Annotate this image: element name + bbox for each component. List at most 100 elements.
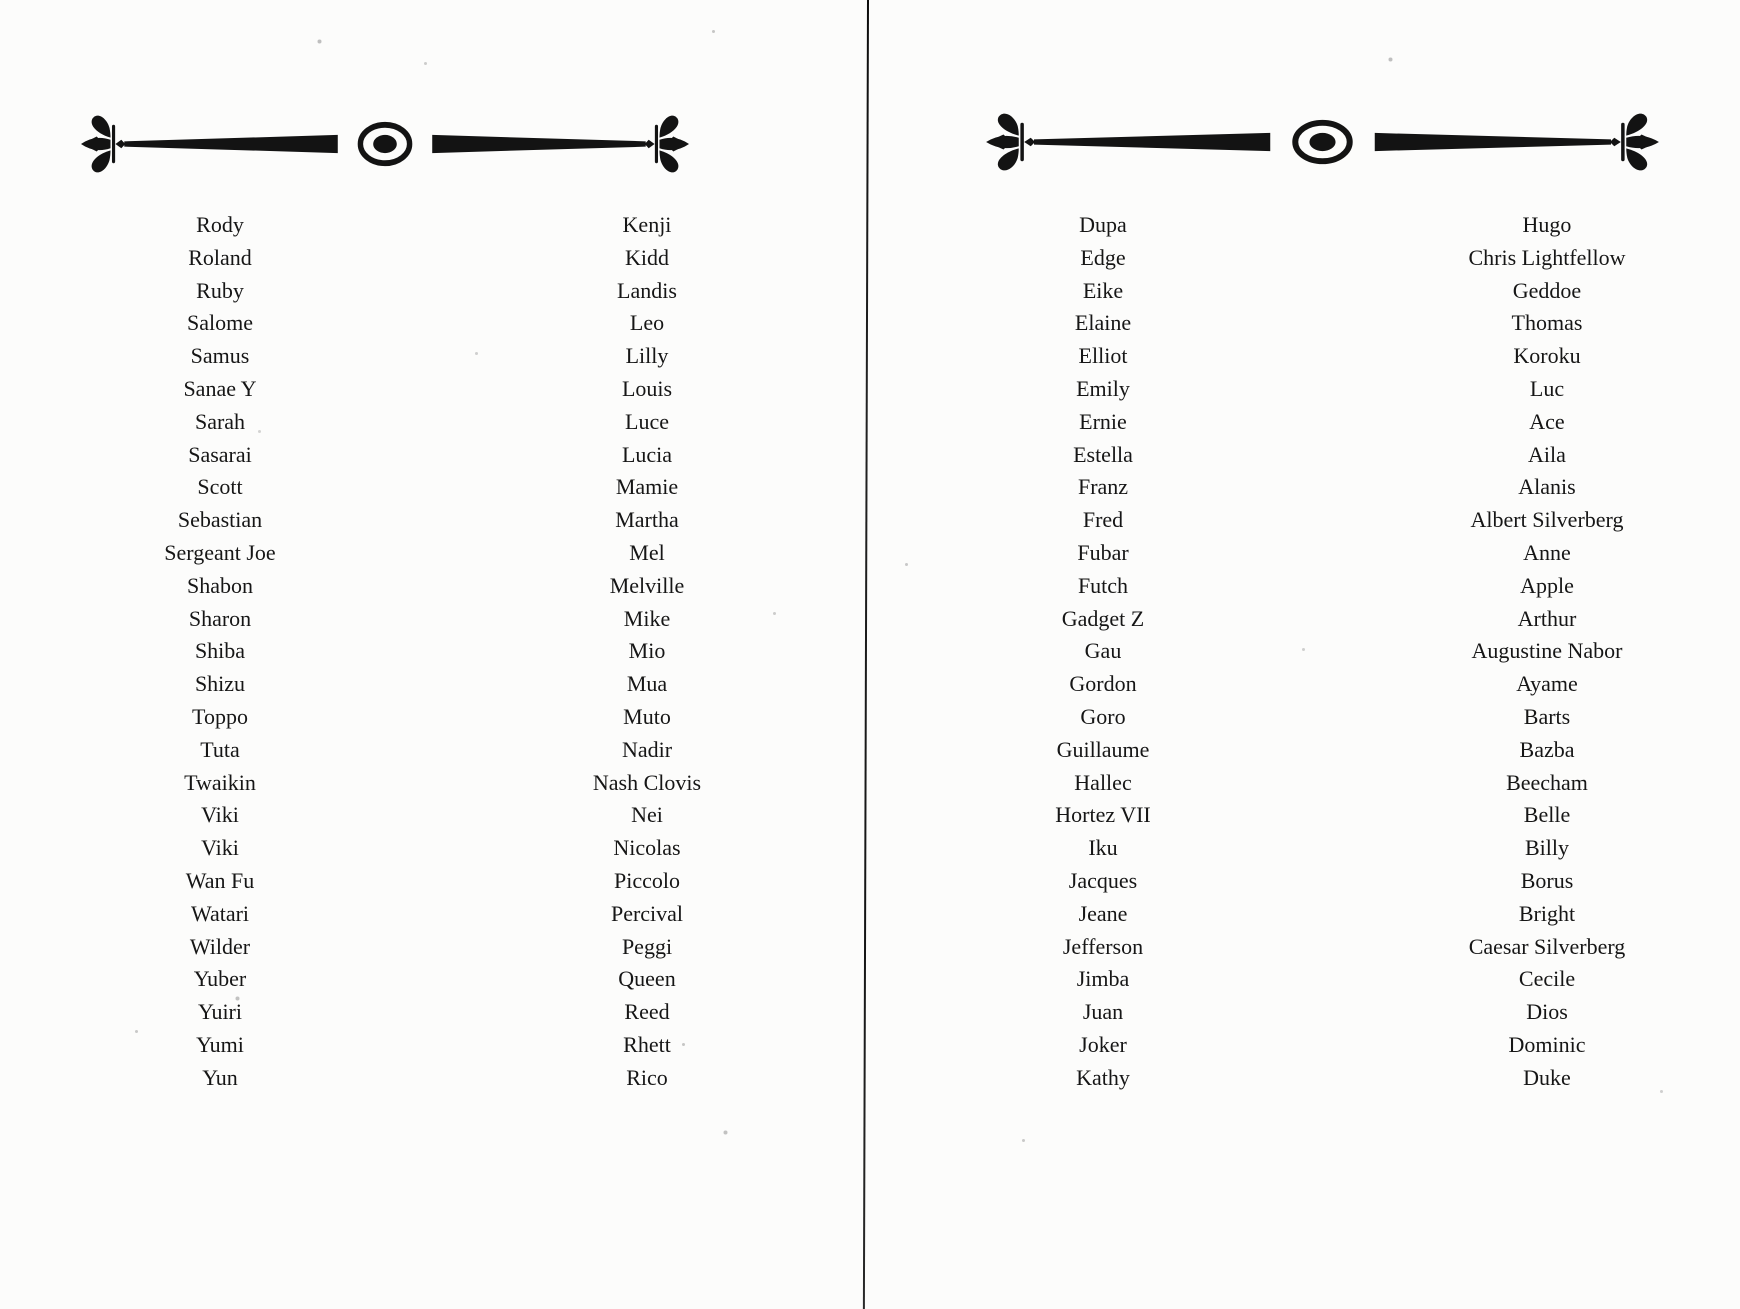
list-item: Kenji <box>622 212 672 237</box>
list-item: Sanae Y <box>183 375 257 401</box>
list-item: Emily <box>1076 375 1130 401</box>
list-item: Shabon <box>187 572 253 598</box>
list-item: Futch <box>1077 572 1129 598</box>
list-item: Lilly <box>625 343 669 369</box>
list-item: Peggi <box>621 933 673 959</box>
name-column-2: Kenji Kidd Landis Leo Lilly Louis Luce Lucia Mam… <box>497 209 797 1095</box>
list-item: Borus <box>1520 867 1574 893</box>
list-item: Jimba <box>1076 966 1130 992</box>
list-item: Sebastian <box>177 507 263 533</box>
list-item: Rody <box>196 212 244 237</box>
list-item: Albert Silverberg <box>1470 507 1624 533</box>
list-item: Wan Fu <box>185 867 255 893</box>
list-item: Cecile <box>1518 966 1576 992</box>
list-item: Viki <box>201 835 239 861</box>
list-item: Elliot <box>1078 343 1128 369</box>
list-item: Anne <box>1523 539 1571 565</box>
list-item: Rico <box>626 1064 668 1090</box>
list-item: Bright <box>1518 900 1576 926</box>
list-item: Fubar <box>1077 539 1129 565</box>
list-item: Louis <box>621 375 673 401</box>
list-item: Nei <box>631 802 663 828</box>
list-item: Samus <box>190 343 250 369</box>
list-item: Caesar Silverberg <box>1468 933 1626 959</box>
list-item: Melville <box>609 572 685 598</box>
page-gutter-line <box>862 0 869 1309</box>
list-item: Goro <box>1080 703 1126 729</box>
list-item: Guillaume <box>1056 736 1150 762</box>
list-item: Gadget Z <box>1061 605 1145 631</box>
name-column-3: Dupa Edge Eike Elaine Elliot Emily Ernie Estell… <box>953 209 1253 1095</box>
list-item: Gordon <box>1069 671 1137 697</box>
list-item: Ayame <box>1516 671 1578 697</box>
list-item: Percival <box>610 900 684 926</box>
list-item: Chris Lightfellow <box>1468 244 1626 270</box>
list-item: Scott <box>197 474 243 500</box>
name-column-1: Rody Roland Ruby Salome Samus Sanae Y Sarah Sas… <box>70 209 370 1095</box>
list-item: Shizu <box>194 671 246 697</box>
left-page: Rody Roland Ruby Salome Samus Sanae Y Sarah Sas… <box>80 112 701 1212</box>
list-item: Eike <box>1082 277 1124 303</box>
list-item: Sarah <box>194 408 246 434</box>
list-item: Kidd <box>625 244 669 270</box>
list-item: Koroku <box>1513 343 1581 369</box>
list-item: Yuber <box>193 966 247 992</box>
list-item: Ace <box>1529 408 1565 434</box>
list-item: Alanis <box>1518 474 1576 500</box>
list-item: Toppo <box>192 703 248 729</box>
list-item: Belle <box>1523 802 1571 828</box>
list-item: Watari <box>190 900 250 926</box>
list-item: Franz <box>1077 474 1129 500</box>
list-item: Mel <box>629 539 665 565</box>
list-item: Dominic <box>1508 1031 1586 1057</box>
list-item: Ernie <box>1079 408 1127 434</box>
list-item: Estella <box>1073 441 1133 467</box>
list-item: Aila <box>1528 441 1566 467</box>
list-item: Twaikin <box>184 769 256 795</box>
list-item: Rhett <box>623 1031 671 1057</box>
list-item: Dios <box>1526 999 1568 1025</box>
list-item: Mamie <box>615 474 679 500</box>
list-item: Mua <box>626 671 668 697</box>
list-item: Thomas <box>1511 310 1583 336</box>
name-column-4: Hugo Chris Lightfellow Geddoe Thomas Koroku L… <box>1397 209 1697 1095</box>
right-page: Dupa Edge Eike Elaine Elliot Emily Ernie Estell… <box>985 110 1660 1210</box>
fleur-de-lis-divider-icon <box>985 110 1660 174</box>
list-item: Jacques <box>1068 867 1138 893</box>
list-item: Apple <box>1520 572 1574 598</box>
list-item: Yumi <box>196 1031 244 1057</box>
list-item: Landis <box>617 277 677 303</box>
list-item: Fred <box>1082 507 1124 533</box>
list-item: Juan <box>1082 999 1124 1025</box>
list-item: Hallec <box>1074 769 1132 795</box>
list-item: Barts <box>1523 703 1571 729</box>
list-item: Jefferson <box>1062 933 1144 959</box>
list-item: Elaine <box>1074 310 1132 336</box>
list-item: Kathy <box>1076 1064 1130 1090</box>
list-item: Roland <box>188 244 252 270</box>
list-item: Reed <box>624 999 670 1025</box>
list-item: Iku <box>1088 835 1118 861</box>
list-item: Hortez VII <box>1055 802 1151 828</box>
list-item: Hugo <box>1522 212 1572 237</box>
list-item: Edge <box>1080 244 1126 270</box>
list-item: Queen <box>618 966 676 992</box>
list-item: Piccolo <box>614 867 680 893</box>
list-item: Shiba <box>194 638 246 664</box>
list-item: Dupa <box>1079 212 1127 237</box>
list-item: Salome <box>187 310 253 336</box>
list-item: Viki <box>201 802 239 828</box>
list-item: Leo <box>629 310 665 336</box>
list-item: Sasarai <box>188 441 252 467</box>
list-item: Nash Clovis <box>592 769 702 795</box>
list-item: Martha <box>615 507 679 533</box>
list-item: Muto <box>623 703 671 729</box>
list-item: Mio <box>628 638 666 664</box>
list-item: Gau <box>1084 638 1122 664</box>
list-item: Duke <box>1523 1064 1571 1090</box>
list-item: Wilder <box>189 933 251 959</box>
list-item: Arthur <box>1517 605 1577 631</box>
list-item: Augustine Nabor <box>1471 638 1623 664</box>
list-item: Luce <box>625 408 669 434</box>
list-item: Joker <box>1079 1031 1127 1057</box>
